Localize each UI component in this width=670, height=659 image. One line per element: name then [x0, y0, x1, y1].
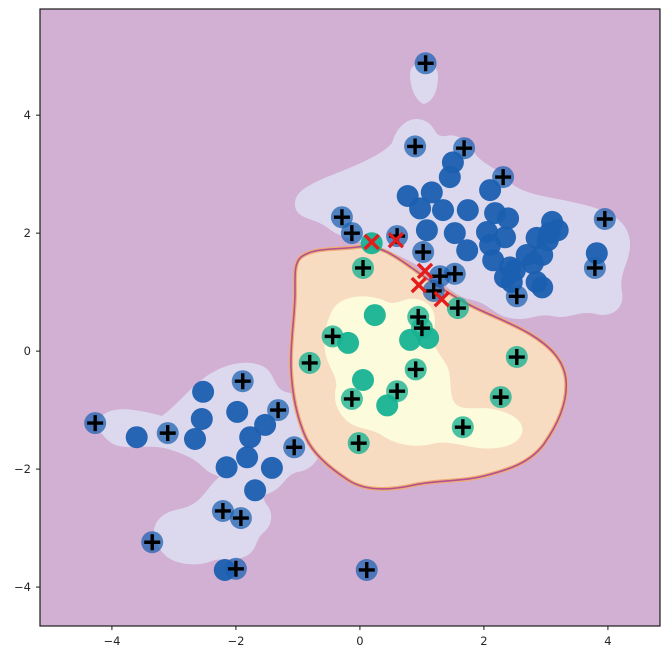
- plus-marker: [596, 210, 613, 227]
- y-tick-label: 4: [24, 108, 31, 122]
- plus-marker: [446, 265, 463, 282]
- plus-marker: [407, 138, 424, 155]
- blue-points-point: [190, 408, 213, 430]
- blue-points-point: [415, 219, 438, 242]
- plus-marker: [425, 282, 442, 299]
- plus-marker: [301, 354, 318, 371]
- plus-marker: [159, 425, 176, 442]
- blue-points-point: [456, 239, 479, 262]
- x-tick-label: −2: [227, 634, 244, 648]
- y-tick-label: −4: [14, 580, 31, 594]
- blue-points-point: [443, 222, 466, 245]
- blue-points-point: [515, 244, 538, 266]
- plus-marker: [454, 419, 471, 436]
- core-region-boundary: [290, 245, 568, 490]
- blue-points-point: [409, 197, 432, 220]
- plus-marker: [232, 510, 249, 527]
- plus-marker: [87, 415, 104, 432]
- cross-marker: [433, 291, 450, 308]
- y-tick-label: 0: [24, 344, 31, 358]
- inlier-soft-region-bottom: [153, 470, 272, 565]
- plus-marker: [333, 209, 350, 226]
- cross-marker: [410, 276, 428, 294]
- plus-marker: [415, 244, 432, 261]
- blue-points-point: [226, 400, 249, 423]
- plus-marker: [343, 225, 360, 242]
- blue-points-point: [215, 456, 238, 479]
- plus-marker: [286, 439, 303, 456]
- y-tick-label: 2: [24, 226, 31, 240]
- blue-points-point: [254, 413, 277, 436]
- blue-points-point: [239, 426, 262, 449]
- plus-marker: [417, 55, 434, 72]
- plus-marker: [144, 534, 161, 551]
- blue-points-point: [432, 199, 454, 222]
- cross-marker: [363, 233, 380, 251]
- cross-marker: [387, 232, 405, 249]
- plus-marker: [234, 373, 251, 390]
- blue-points-point: [184, 428, 206, 450]
- plus-marker: [456, 140, 473, 157]
- blue-points-point: [125, 426, 148, 449]
- blue-points-point: [497, 207, 520, 230]
- plus-marker: [586, 259, 603, 276]
- blue-points-point: [420, 181, 443, 204]
- axis-frame: [39, 8, 661, 627]
- plus-marker: [389, 383, 406, 400]
- blue-points-point: [531, 244, 554, 266]
- cross-marker: [416, 262, 434, 280]
- x-tick-label: 4: [604, 634, 611, 648]
- plus-marker: [227, 560, 244, 577]
- plus-marker: [431, 268, 448, 285]
- blue-points-point: [192, 380, 215, 403]
- blue-points-point: [236, 446, 259, 469]
- teal-points-point: [352, 369, 374, 391]
- plus-marker: [407, 361, 424, 378]
- plus-marker: [270, 402, 287, 419]
- x-tick-label: 0: [356, 634, 363, 648]
- x-tick-label: 2: [480, 634, 487, 648]
- blue-points-point: [438, 166, 461, 189]
- plus-marker: [413, 320, 430, 337]
- plus-marker: [350, 435, 367, 452]
- plus-marker: [324, 328, 341, 345]
- plus-marker: [343, 390, 360, 407]
- plus-marker: [214, 502, 231, 519]
- blue-points-point: [260, 456, 283, 479]
- plus-marker: [508, 288, 525, 305]
- blue-points-point: [531, 276, 554, 299]
- blue-points-point: [482, 249, 505, 272]
- blue-points-point: [244, 479, 267, 502]
- plus-marker: [355, 259, 372, 276]
- x-tick-label: −4: [103, 634, 120, 648]
- plus-marker: [358, 561, 375, 578]
- plus-marker: [449, 300, 466, 317]
- blue-points-point: [456, 199, 479, 222]
- plus-marker: [492, 389, 509, 406]
- teal-points-point: [363, 304, 386, 327]
- plus-marker: [495, 169, 512, 186]
- plus-marker: [410, 308, 427, 325]
- plus-marker: [508, 349, 525, 366]
- y-tick-label: −2: [14, 462, 31, 476]
